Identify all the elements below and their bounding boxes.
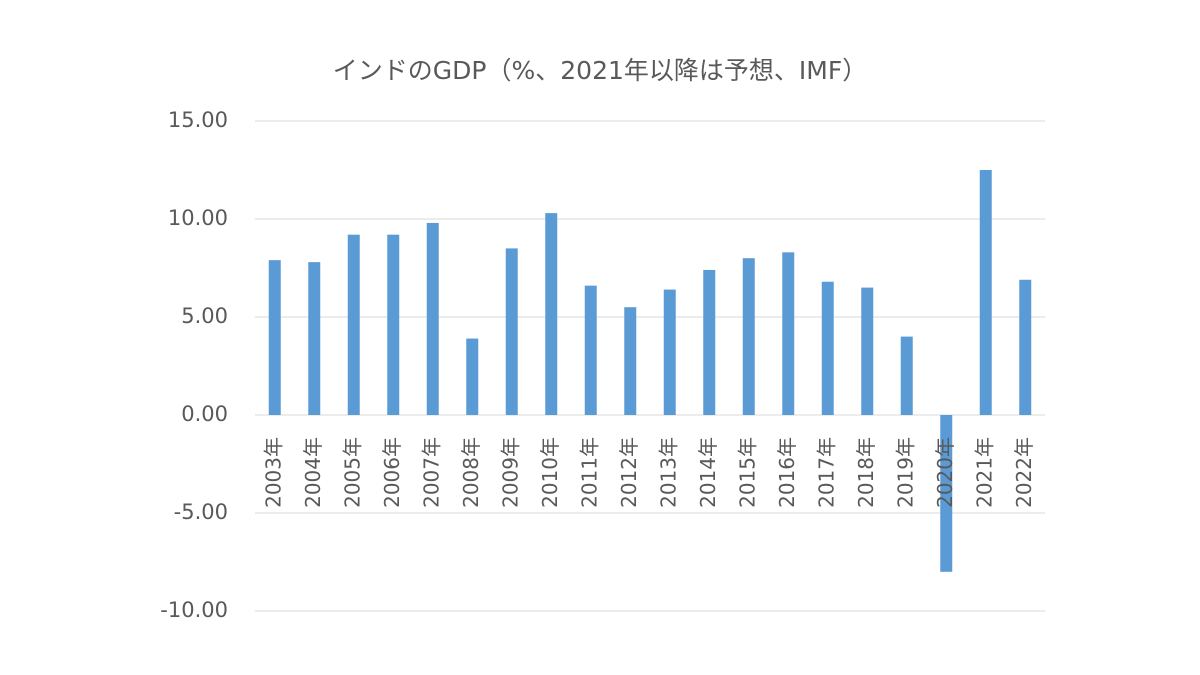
x-tick-label: 2018年 — [854, 437, 878, 508]
x-tick-label: 2021年 — [972, 437, 996, 508]
bar — [505, 248, 518, 415]
x-tick-label: 2016年 — [775, 437, 799, 508]
y-tick-label: 5.00 — [181, 304, 228, 328]
y-tick-label: -10.00 — [160, 598, 228, 622]
bar — [900, 336, 913, 415]
x-tick-label: 2011年 — [577, 437, 601, 508]
x-tick-label: 2015年 — [735, 437, 759, 508]
x-tick-label: 2017年 — [814, 437, 838, 508]
x-tick-label: 2008年 — [459, 437, 483, 508]
x-tick-label: 2006年 — [380, 437, 404, 508]
bar — [979, 170, 992, 415]
y-tick-label: 0.00 — [181, 402, 228, 426]
bar — [268, 260, 281, 415]
x-tick-label: 2020年 — [933, 437, 957, 508]
bar — [782, 252, 795, 415]
x-tick-label: 2012年 — [617, 437, 641, 508]
bar — [624, 307, 637, 415]
y-tick-label: 15.00 — [168, 108, 228, 132]
bar — [703, 269, 716, 415]
bar — [347, 234, 360, 415]
bar — [545, 213, 558, 415]
x-tick-label: 2007年 — [419, 437, 443, 508]
bar — [387, 234, 400, 415]
chart-title: インドのGDP（%、2021年以降は予想、IMF） — [333, 56, 867, 85]
bar — [308, 262, 321, 415]
bar — [584, 285, 597, 415]
x-tick-label: 2022年 — [1012, 437, 1036, 508]
y-tick-label: 10.00 — [168, 206, 228, 230]
x-tick-label: 2019年 — [893, 437, 917, 508]
x-tick-label: 2014年 — [696, 437, 720, 508]
bar — [466, 338, 479, 415]
bar — [742, 258, 755, 415]
bar — [861, 287, 874, 415]
bar — [1019, 279, 1032, 415]
x-tick-label: 2004年 — [301, 437, 325, 508]
bar — [426, 222, 439, 415]
x-tick-label: 2009年 — [498, 437, 522, 508]
bar — [663, 289, 676, 415]
bar — [821, 281, 834, 415]
x-tick-label: 2013年 — [656, 437, 680, 508]
bar — [940, 415, 953, 572]
x-tick-label: 2003年 — [261, 437, 285, 508]
y-tick-label: -5.00 — [174, 500, 228, 524]
x-tick-label: 2010年 — [538, 437, 562, 508]
x-tick-label: 2005年 — [340, 437, 364, 508]
